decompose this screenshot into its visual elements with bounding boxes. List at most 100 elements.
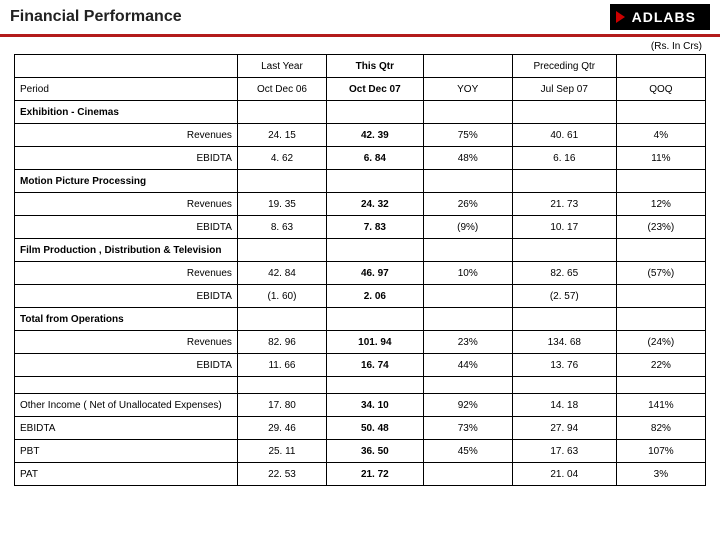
cell: (23%): [616, 216, 705, 239]
table-container: Last YearThis QtrPreceding QtrPeriodOct …: [0, 54, 720, 494]
cell: 50. 48: [327, 417, 424, 440]
cell: 4%: [616, 124, 705, 147]
cell: 6. 16: [512, 147, 616, 170]
cell: Revenues: [15, 331, 238, 354]
cell: Revenues: [15, 124, 238, 147]
cell: [327, 101, 424, 124]
cell: 25. 11: [237, 440, 326, 463]
cell: [512, 377, 616, 394]
cell: 27. 94: [512, 417, 616, 440]
cell: Last Year: [237, 55, 326, 78]
cell: (57%): [616, 262, 705, 285]
cell: 40. 61: [512, 124, 616, 147]
cell: 11%: [616, 147, 705, 170]
brand-logo: ADLABS: [610, 4, 710, 30]
cell: Film Production , Distribution & Televis…: [15, 239, 238, 262]
cell: 2. 06: [327, 285, 424, 308]
cell: 101. 94: [327, 331, 424, 354]
cell: [616, 377, 705, 394]
cell: Period: [15, 78, 238, 101]
cell: 22. 53: [237, 463, 326, 486]
cell: 141%: [616, 394, 705, 417]
cell: Other Income ( Net of Unallocated Expens…: [15, 394, 238, 417]
page-title: Financial Performance: [10, 8, 182, 26]
cell: Revenues: [15, 262, 238, 285]
cell: [237, 170, 326, 193]
cell: EBIDTA: [15, 417, 238, 440]
cell: (2. 57): [512, 285, 616, 308]
cell: 3%: [616, 463, 705, 486]
cell: [512, 308, 616, 331]
cell: [423, 285, 512, 308]
cell: 19. 35: [237, 193, 326, 216]
cell: 21. 73: [512, 193, 616, 216]
cell: 11. 66: [237, 354, 326, 377]
cell: [616, 308, 705, 331]
cell: 46. 97: [327, 262, 424, 285]
cell: 13. 76: [512, 354, 616, 377]
cell: [237, 239, 326, 262]
cell: 73%: [423, 417, 512, 440]
cell: 26%: [423, 193, 512, 216]
cell: 12%: [616, 193, 705, 216]
cell: 82. 96: [237, 331, 326, 354]
cell: 107%: [616, 440, 705, 463]
cell: [327, 377, 424, 394]
cell: Preceding Qtr: [512, 55, 616, 78]
cell: Jul Sep 07: [512, 78, 616, 101]
cell: Total from Operations: [15, 308, 238, 331]
cell: 45%: [423, 440, 512, 463]
cell: [512, 239, 616, 262]
cell: PAT: [15, 463, 238, 486]
cell: 23%: [423, 331, 512, 354]
cell: 24. 32: [327, 193, 424, 216]
cell: Motion Picture Processing: [15, 170, 238, 193]
header: Financial Performance ADLABS: [0, 0, 720, 37]
cell: [327, 239, 424, 262]
cell: [423, 239, 512, 262]
cell: 82. 65: [512, 262, 616, 285]
cell: 82%: [616, 417, 705, 440]
cell: 21. 04: [512, 463, 616, 486]
cell: [237, 101, 326, 124]
cell: 48%: [423, 147, 512, 170]
cell: [15, 377, 238, 394]
cell: [512, 170, 616, 193]
cell: 6. 84: [327, 147, 424, 170]
cell: [512, 101, 616, 124]
cell: 16. 74: [327, 354, 424, 377]
cell: 29. 46: [237, 417, 326, 440]
cell: 14. 18: [512, 394, 616, 417]
cell: (9%): [423, 216, 512, 239]
cell: Revenues: [15, 193, 238, 216]
cell: [423, 463, 512, 486]
cell: Oct Dec 06: [237, 78, 326, 101]
cell: (1. 60): [237, 285, 326, 308]
cell: EBIDTA: [15, 354, 238, 377]
cell: [616, 285, 705, 308]
cell: [327, 308, 424, 331]
cell: [423, 55, 512, 78]
cell: 4. 62: [237, 147, 326, 170]
cell: [616, 55, 705, 78]
cell: EBIDTA: [15, 285, 238, 308]
cell: 75%: [423, 124, 512, 147]
cell: [423, 101, 512, 124]
cell: 22%: [616, 354, 705, 377]
cell: [616, 101, 705, 124]
cell: 92%: [423, 394, 512, 417]
cell: 21. 72: [327, 463, 424, 486]
cell: [327, 170, 424, 193]
cell: EBIDTA: [15, 147, 238, 170]
cell: 8. 63: [237, 216, 326, 239]
cell: Oct Dec 07: [327, 78, 424, 101]
cell: 44%: [423, 354, 512, 377]
cell: [423, 170, 512, 193]
cell: 7. 83: [327, 216, 424, 239]
cell: 24. 15: [237, 124, 326, 147]
cell: YOY: [423, 78, 512, 101]
cell: Exhibition - Cinemas: [15, 101, 238, 124]
unit-label: (Rs. In Crs): [0, 37, 720, 54]
cell: 10%: [423, 262, 512, 285]
cell: 42. 39: [327, 124, 424, 147]
